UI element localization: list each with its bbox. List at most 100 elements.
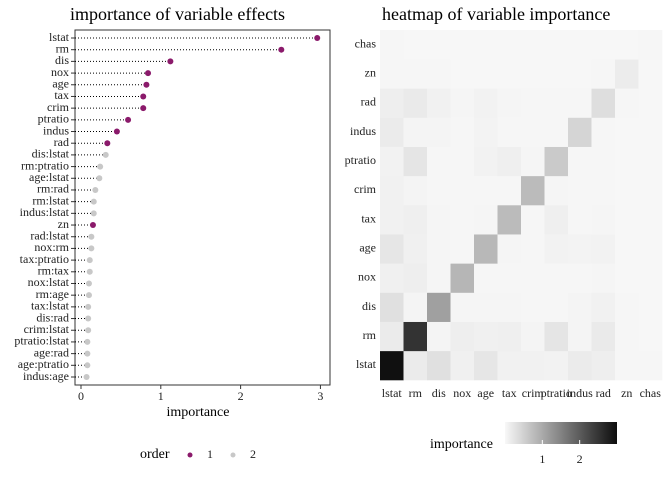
heat-cell	[380, 234, 404, 264]
heat-cell	[497, 146, 522, 177]
heat-cell	[544, 146, 569, 177]
heat-cell	[568, 175, 592, 206]
heat-cell	[591, 30, 616, 60]
dot	[96, 175, 103, 182]
y-tick-label: dis	[362, 299, 376, 313]
y-tick-label: ptratio:lstat	[14, 334, 69, 348]
heat-cell	[568, 146, 592, 177]
heat-cell	[450, 263, 475, 293]
dot	[85, 280, 92, 287]
dot	[97, 163, 104, 170]
y-tick-label: rm:tax	[38, 264, 69, 278]
heat-cell	[521, 321, 545, 352]
dot	[278, 46, 285, 53]
heat-cell	[521, 350, 545, 381]
legend-marker	[230, 452, 236, 458]
heat-cell	[403, 321, 428, 352]
heat-cell	[474, 117, 498, 147]
heat-cell	[568, 88, 592, 118]
heat-cell	[450, 175, 475, 206]
y-tick-label: age	[52, 77, 69, 91]
heat-cell	[427, 263, 451, 293]
heat-cell	[497, 205, 522, 235]
dot	[85, 303, 92, 310]
heat-cell	[568, 205, 592, 235]
y-tick-label: ptratio	[345, 153, 376, 167]
y-tick-label: indus:lstat	[20, 205, 70, 219]
heat-cell	[615, 175, 639, 206]
heat-cell	[497, 321, 522, 352]
x-tick-label: 3	[317, 389, 323, 403]
heat-cell	[427, 234, 451, 264]
heat-cell	[638, 350, 663, 381]
panel	[74, 29, 331, 386]
x-tick-label: 2	[238, 389, 244, 403]
heat-cell	[521, 146, 545, 177]
dot	[145, 70, 152, 77]
heat-cell	[544, 175, 569, 206]
heat-cell	[380, 59, 404, 89]
heat-cell	[380, 30, 404, 60]
y-tick-label: rm	[56, 41, 70, 55]
heat-cell	[615, 263, 639, 293]
heat-cell	[450, 234, 475, 264]
x-tick-label: dis	[432, 386, 446, 400]
heat-cell	[450, 350, 475, 381]
heat-cell	[474, 88, 498, 118]
heat-cell	[521, 292, 545, 322]
x-tick-label: ptratio	[541, 386, 572, 400]
heat-cell	[544, 292, 569, 322]
x-tick-label: indus	[567, 386, 593, 400]
heat-cell	[568, 263, 592, 293]
heat-cell	[403, 30, 428, 60]
heat-cell	[403, 146, 428, 177]
dot	[104, 140, 111, 147]
heat-cell	[474, 30, 498, 60]
heat-cell	[544, 205, 569, 235]
dot	[102, 151, 109, 158]
x-tick-label: nox	[453, 386, 471, 400]
y-tick-label: lstat	[356, 357, 377, 371]
y-tick-label: tax:ptratio	[20, 252, 69, 266]
heat-cell	[544, 88, 569, 118]
y-tick-label: rm:age	[36, 287, 69, 301]
heat-cell	[497, 30, 522, 60]
heat-cell	[521, 88, 545, 118]
heat-cell	[427, 59, 451, 89]
heat-cell	[403, 292, 428, 322]
heat-cell	[380, 117, 404, 147]
heat-cell	[615, 321, 639, 352]
heat-cell	[474, 321, 498, 352]
heat-cell	[427, 30, 451, 60]
heat-cell	[474, 263, 498, 293]
heat-cell	[591, 88, 616, 118]
heat-cell	[497, 263, 522, 293]
heat-cell	[450, 117, 475, 147]
heat-cell	[427, 175, 451, 206]
heat-cell	[638, 30, 663, 60]
chart-title: importance of variable effects	[70, 4, 285, 24]
heat-cell	[591, 175, 616, 206]
legend-title: importance	[430, 437, 493, 452]
heat-cell	[591, 263, 616, 293]
heat-cell	[450, 30, 475, 60]
heat-cell	[427, 205, 451, 235]
heat-cell	[638, 321, 663, 352]
heat-cell	[544, 350, 569, 381]
heat-cell	[568, 292, 592, 322]
heat-cell	[403, 234, 428, 264]
heat-cell	[568, 234, 592, 264]
heat-cell	[638, 175, 663, 206]
y-tick-label: rad:lstat	[30, 228, 69, 242]
y-tick-label: crim	[354, 182, 377, 196]
y-tick-label: rad	[54, 135, 69, 149]
heat-cell	[450, 292, 475, 322]
heat-cell	[591, 321, 616, 352]
heat-cell	[521, 59, 545, 89]
heat-cell	[615, 146, 639, 177]
heat-cell	[591, 205, 616, 235]
heat-cell	[638, 205, 663, 235]
heat-cell	[615, 350, 639, 381]
